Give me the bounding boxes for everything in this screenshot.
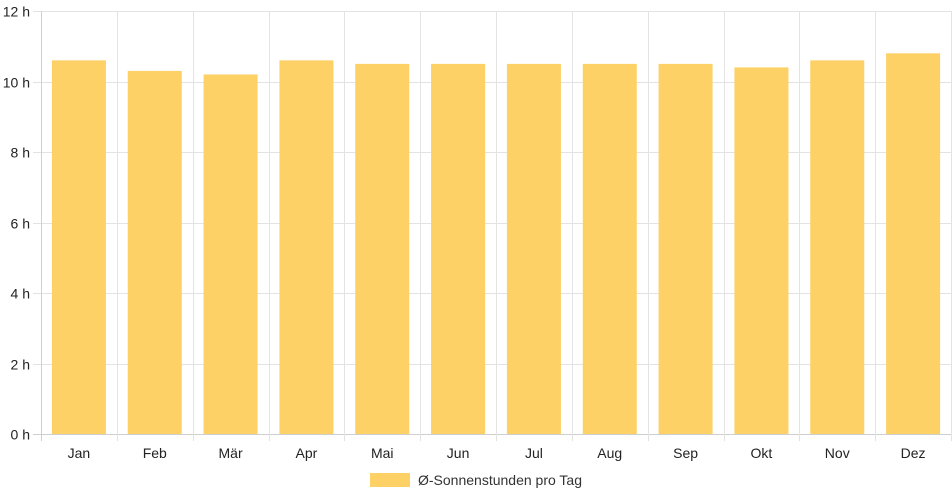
legend[interactable]: Ø-Sonnenstunden pro Tag	[370, 472, 582, 488]
grid-lines	[33, 11, 952, 441]
x-tick-label: Mär	[219, 445, 243, 461]
bar-jul[interactable]	[506, 63, 561, 434]
x-tick-label: Okt	[751, 445, 773, 461]
y-tick-label: 0 h	[11, 427, 30, 443]
legend-swatch	[370, 473, 410, 487]
y-tick-label: 6 h	[11, 216, 30, 232]
bar-okt[interactable]	[734, 67, 789, 435]
bar-feb[interactable]	[127, 70, 182, 435]
x-tick-label: Dez	[901, 445, 926, 461]
x-tick-label: Feb	[143, 445, 167, 461]
x-axis-ticks: Jan Feb Mär Apr Mai Jun Jul Aug Sep Okt Nov Dez	[68, 445, 926, 461]
bar-nov[interactable]	[810, 60, 865, 434]
x-tick-label: Sep	[673, 445, 698, 461]
bar-jun[interactable]	[431, 63, 486, 434]
bar-jan[interactable]	[51, 60, 106, 434]
bar-apr[interactable]	[279, 60, 334, 434]
x-tick-label: Apr	[296, 445, 318, 461]
bar-dez[interactable]	[886, 53, 941, 435]
y-tick-label: 4 h	[11, 286, 30, 302]
x-tick-label: Nov	[825, 445, 850, 461]
x-tick-label: Jul	[525, 445, 543, 461]
y-tick-label: 12 h	[3, 4, 30, 20]
bar-mär[interactable]	[203, 74, 258, 434]
bar-aug[interactable]	[582, 63, 637, 434]
bar-series	[51, 53, 941, 435]
x-tick-label: Jan	[68, 445, 91, 461]
x-tick-label: Mai	[371, 445, 394, 461]
y-axis-ticks: 0 h 2 h 4 h 6 h 8 h 10 h 12 h	[3, 4, 30, 443]
y-tick-label: 10 h	[3, 75, 30, 91]
x-tick-label: Aug	[597, 445, 622, 461]
bar-mai[interactable]	[355, 63, 410, 434]
y-tick-label: 8 h	[11, 145, 30, 161]
legend-label: Ø-Sonnenstunden pro Tag	[418, 472, 582, 488]
x-tick-label: Jun	[447, 445, 470, 461]
y-tick-label: 2 h	[11, 357, 30, 373]
bar-sep[interactable]	[658, 63, 713, 434]
